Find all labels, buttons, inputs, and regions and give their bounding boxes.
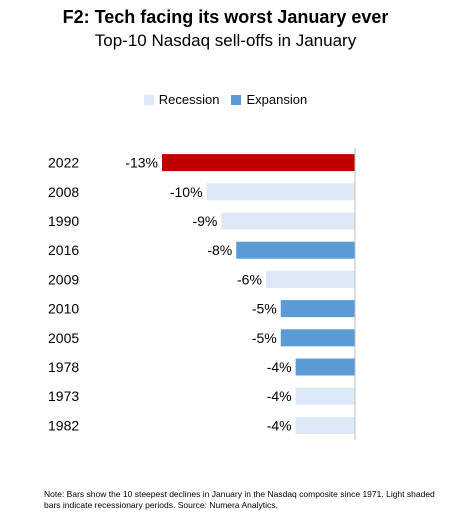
data-label: -4% bbox=[267, 359, 292, 375]
legend-label-recession: Recession bbox=[158, 92, 220, 107]
category-label: 1978 bbox=[48, 359, 79, 375]
bar bbox=[221, 212, 355, 230]
bar bbox=[236, 241, 355, 259]
legend-item-recession: Recession bbox=[143, 92, 220, 107]
chart-subtitle: Top-10 Nasdaq sell-offs in January bbox=[94, 31, 357, 50]
data-label: -5% bbox=[252, 330, 277, 346]
category-label: 2022 bbox=[48, 155, 79, 171]
data-label: -6% bbox=[237, 271, 262, 287]
data-label: -8% bbox=[207, 242, 232, 258]
legend-swatch-expansion bbox=[231, 94, 242, 105]
chart-note: Note: Bars show the 10 steepest declines… bbox=[44, 489, 435, 510]
category-label: 2010 bbox=[48, 301, 79, 317]
bar bbox=[265, 270, 355, 288]
data-label: -4% bbox=[267, 388, 292, 404]
data-label: -5% bbox=[252, 301, 277, 317]
legend-label-expansion: Expansion bbox=[246, 92, 308, 107]
data-label: -9% bbox=[192, 213, 217, 229]
category-label: 1982 bbox=[48, 417, 79, 433]
bar bbox=[295, 358, 355, 376]
bar bbox=[206, 183, 355, 201]
bar bbox=[280, 329, 355, 347]
category-label: 1990 bbox=[48, 213, 79, 229]
bar bbox=[295, 387, 355, 405]
category-label: 2016 bbox=[48, 242, 79, 258]
chart-title: F2: Tech facing its worst January ever bbox=[62, 7, 389, 27]
bar bbox=[295, 416, 355, 434]
bar-chart: 2022 -13% 2008 -10% 1990 -9% 2016 -8% 2009 -6% 201… bbox=[48, 148, 356, 440]
data-label: -10% bbox=[170, 184, 203, 200]
category-label: 2009 bbox=[48, 271, 79, 287]
bar bbox=[280, 300, 355, 318]
legend-swatch-recession bbox=[143, 94, 154, 105]
category-label: 2008 bbox=[48, 184, 79, 200]
category-label: 1973 bbox=[48, 388, 79, 404]
data-label: -4% bbox=[267, 417, 292, 433]
bar bbox=[162, 154, 355, 172]
category-label: 2005 bbox=[48, 330, 79, 346]
legend: Recession Expansion bbox=[0, 92, 451, 107]
legend-item-expansion: Expansion bbox=[231, 92, 307, 107]
data-label: -13% bbox=[125, 155, 158, 171]
